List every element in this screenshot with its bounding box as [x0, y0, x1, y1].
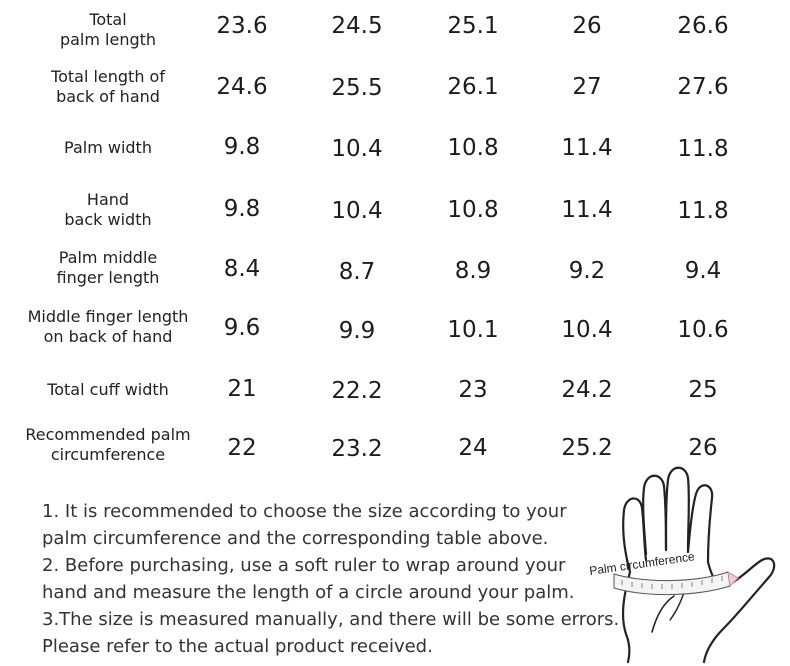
table-cell: 24.5	[331, 13, 383, 39]
table-cell: 23.2	[331, 436, 383, 462]
row-label-line: Palm middle	[58, 248, 158, 267]
row-label: Total cuff width	[10, 370, 206, 410]
size-instructions: 1. It is recommended to choose the size …	[42, 498, 620, 660]
table-cell: 26.1	[447, 74, 499, 100]
table-cell: 25.2	[561, 435, 613, 461]
table-cell: 23.6	[216, 13, 268, 39]
row-label-line: Palm width	[64, 138, 152, 157]
row-label-line: finger length	[56, 268, 160, 287]
table-cell: 11.4	[561, 197, 613, 223]
row-label-line: Recommended palm	[25, 425, 191, 444]
row-label-line: on back of hand	[43, 327, 173, 346]
table-cell: 22	[227, 435, 257, 461]
table-row: Total palm length 23.6 24.5 25.1 26 26.6	[0, 10, 790, 50]
table-cell: 10.1	[447, 317, 499, 343]
row-label-line: Middle finger length	[27, 307, 189, 326]
row-label: Palm width	[10, 128, 206, 168]
table-cell: 27.6	[677, 74, 729, 100]
table-row: Hand back width 9.8 10.4 10.8 11.4 11.8	[0, 190, 790, 230]
table-cell: 11.8	[677, 198, 729, 224]
instruction-line: 3.The size is measured manually, and the…	[42, 609, 620, 630]
table-row: Palm width 9.8 10.4 10.8 11.4 11.8	[0, 128, 790, 168]
row-label-line: Total	[89, 10, 127, 29]
row-label: Hand back width	[10, 190, 206, 230]
table-cell: 24	[458, 435, 488, 461]
table-row: Middle finger length on back of hand 9.6…	[0, 307, 790, 347]
table-cell: 25	[688, 377, 718, 403]
table-cell: 9.9	[338, 318, 376, 344]
table-cell: 9.8	[223, 196, 261, 222]
row-label-line: back width	[64, 210, 152, 229]
table-cell: 10.4	[561, 317, 613, 343]
table-row: Recommended palm circumference 22 23.2 2…	[0, 425, 790, 465]
table-cell: 25.5	[331, 75, 383, 101]
table-cell: 10.4	[331, 136, 383, 162]
table-cell: 10.6	[677, 317, 729, 343]
table-cell: 8.7	[338, 259, 376, 285]
table-cell: 27	[572, 74, 602, 100]
row-label-line: Total length of	[51, 67, 165, 86]
table-cell: 26	[572, 13, 602, 39]
table-cell: 9.2	[568, 258, 606, 284]
table-row: Total cuff width 21 22.2 23 24.2 25	[0, 370, 790, 410]
row-label-line: back of hand	[56, 87, 160, 106]
hand-measure-icon: Palm circumference	[588, 466, 776, 664]
table-cell: 26.6	[677, 13, 729, 39]
row-label-line: palm length	[59, 30, 157, 49]
instruction-line: 1. It is recommended to choose the size …	[42, 501, 567, 522]
row-label-line: Total cuff width	[47, 380, 169, 399]
table-row: Palm middle finger length 8.4 8.7 8.9 9.…	[0, 248, 790, 288]
table-cell: 11.8	[677, 136, 729, 162]
instruction-line: 2. Before purchasing, use a soft ruler t…	[42, 555, 566, 576]
table-cell: 10.8	[447, 197, 499, 223]
row-label-line: circumference	[50, 445, 166, 464]
table-cell: 26	[688, 435, 718, 461]
table-cell: 9.8	[223, 134, 261, 160]
row-label: Middle finger length on back of hand	[10, 307, 206, 347]
instruction-line: hand and measure the length of a circle …	[42, 582, 575, 603]
row-label-line: Hand	[86, 190, 130, 209]
table-row: Total length of back of hand 24.6 25.5 2…	[0, 67, 790, 107]
table-cell: 25.1	[447, 13, 499, 39]
table-cell: 8.4	[223, 256, 261, 282]
table-cell: 22.2	[331, 378, 383, 404]
row-label: Palm middle finger length	[10, 248, 206, 288]
table-cell: 9.4	[684, 258, 722, 284]
row-label: Recommended palm circumference	[10, 425, 206, 465]
palm-circumference-label: Palm circumference	[588, 549, 695, 578]
table-cell: 11.4	[561, 135, 613, 161]
table-cell: 10.8	[447, 135, 499, 161]
table-cell: 23	[458, 377, 488, 403]
row-label: Total palm length	[10, 10, 206, 50]
table-cell: 24.6	[216, 74, 268, 100]
instruction-line: Please refer to the actual product recei…	[42, 636, 433, 657]
table-cell: 9.6	[223, 315, 261, 341]
table-cell: 8.9	[454, 258, 492, 284]
row-label: Total length of back of hand	[10, 67, 206, 107]
table-cell: 24.2	[561, 377, 613, 403]
table-cell: 21	[227, 376, 257, 402]
instruction-line: palm circumference and the corresponding…	[42, 528, 549, 549]
table-cell: 10.4	[331, 198, 383, 224]
